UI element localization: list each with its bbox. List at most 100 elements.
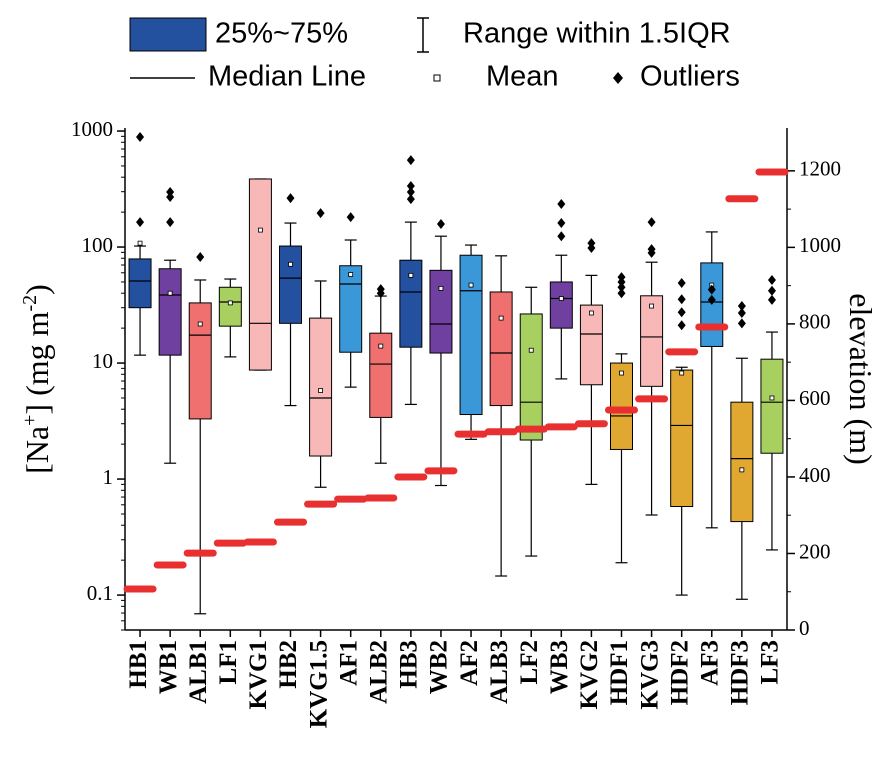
outlier xyxy=(647,217,656,228)
x-tick-label: KVG1.5 xyxy=(305,640,332,728)
x-tick-label: HB1 xyxy=(125,640,152,689)
legend-label: 25%~75% xyxy=(215,18,348,50)
x-tick-label: HB3 xyxy=(396,640,423,689)
y-axis-label-part: ) xyxy=(19,284,55,295)
outlier xyxy=(346,212,355,223)
outlier xyxy=(677,277,686,288)
mean xyxy=(528,347,534,353)
box xyxy=(128,258,152,309)
outlier xyxy=(647,247,656,258)
legend-label: Mean xyxy=(486,61,559,93)
box xyxy=(369,332,393,418)
y2-tick-label: 400 xyxy=(799,463,831,487)
x-tick-label: WB2 xyxy=(426,640,453,694)
x-tick-label: HDF2 xyxy=(666,640,693,705)
box xyxy=(248,178,272,371)
outlier xyxy=(707,294,716,305)
box xyxy=(218,286,242,327)
box xyxy=(188,302,212,420)
box xyxy=(670,369,694,508)
x-tick-label: WB3 xyxy=(546,640,573,694)
x-tick-label: HDF1 xyxy=(606,640,633,705)
x-tick-label: KVG3 xyxy=(636,640,663,709)
mean xyxy=(227,300,233,306)
x-tick-label: HB2 xyxy=(275,640,302,689)
x-tick-label: LF3 xyxy=(757,640,784,684)
mean xyxy=(438,286,444,291)
x-tick-label: KVG1 xyxy=(245,640,272,709)
outlier xyxy=(557,198,566,209)
box xyxy=(579,304,603,386)
mean xyxy=(408,272,414,278)
box xyxy=(459,254,483,416)
y-axis-label-part: ] (mg m xyxy=(19,311,55,414)
box xyxy=(489,291,513,407)
x-tick-label: AF1 xyxy=(335,640,362,686)
box xyxy=(730,401,754,523)
x-tick-label: HDF3 xyxy=(727,640,754,705)
outlier xyxy=(767,274,776,285)
mean xyxy=(197,321,203,327)
mean xyxy=(288,261,293,267)
legend-swatch xyxy=(433,74,441,82)
box xyxy=(760,358,784,454)
mean xyxy=(348,272,354,277)
mean xyxy=(619,370,624,376)
outlier xyxy=(136,217,145,228)
outlier xyxy=(617,288,626,299)
mean xyxy=(739,467,745,473)
legend-swatch xyxy=(613,72,623,84)
box xyxy=(279,245,302,324)
box xyxy=(429,269,453,354)
mean xyxy=(258,227,263,233)
outlier xyxy=(767,294,776,305)
outlier xyxy=(436,218,445,229)
outlier xyxy=(677,320,686,331)
y-tick-label: 1 xyxy=(103,465,114,489)
y-tick-label: 0.1 xyxy=(87,581,113,605)
outlier xyxy=(737,318,746,329)
y-axis-label-part: [Na xyxy=(19,426,55,474)
y2-axis-label: elevation (m) xyxy=(843,293,879,464)
mean xyxy=(167,290,173,296)
legend-swatch xyxy=(417,17,429,53)
legend-label: Range within 1.5IQR xyxy=(463,18,731,50)
outlier xyxy=(737,301,746,312)
y-tick-label: 1000 xyxy=(71,117,113,141)
y2-tick-label: 200 xyxy=(799,539,831,563)
mean xyxy=(558,296,564,301)
x-tick-label: ALB1 xyxy=(185,640,212,704)
outlier xyxy=(737,308,746,319)
outlier xyxy=(767,285,776,296)
outlier xyxy=(166,191,175,202)
outlier xyxy=(136,132,145,143)
x-tick-label: KVG2 xyxy=(576,640,603,709)
y-axis-label-part: + xyxy=(19,415,41,426)
mean xyxy=(468,282,474,288)
box xyxy=(158,268,182,356)
outlier xyxy=(406,155,415,166)
legend: 25%~75% Range within 1.5IQR Median Line … xyxy=(129,17,740,93)
outlier xyxy=(587,243,596,254)
x-tick-label: AF3 xyxy=(697,640,724,686)
box xyxy=(519,313,543,441)
box xyxy=(309,317,333,457)
mean xyxy=(589,310,594,316)
x-tick-label: ALB3 xyxy=(486,640,513,704)
box xyxy=(549,281,573,329)
outlier xyxy=(406,187,415,198)
mean xyxy=(679,370,685,376)
legend-swatch xyxy=(129,17,207,52)
y-tick-label: 100 xyxy=(82,233,114,257)
outlier xyxy=(557,218,566,229)
legend-label: Median Line xyxy=(208,61,366,93)
outlier xyxy=(677,294,686,305)
outlier xyxy=(196,252,205,263)
y2-tick-label: 800 xyxy=(799,310,831,334)
y2-tick-label: 1200 xyxy=(799,157,841,181)
outlier xyxy=(617,282,626,293)
y2-tick-label: 600 xyxy=(799,386,831,410)
box xyxy=(399,259,423,348)
outlier xyxy=(166,217,175,228)
